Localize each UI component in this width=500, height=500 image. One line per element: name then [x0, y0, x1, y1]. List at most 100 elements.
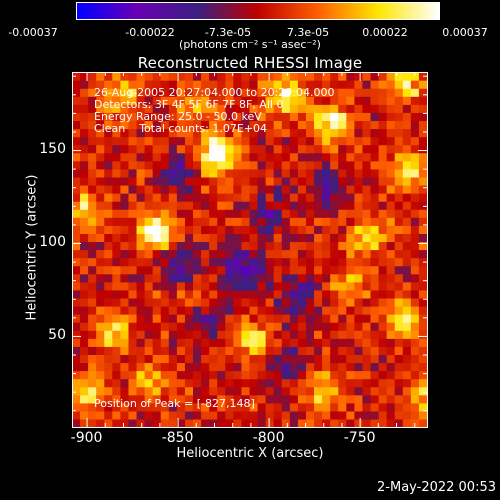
heatmap-cell: [168, 233, 178, 243]
heatmap-cell: [72, 418, 81, 428]
heatmap-cell: [72, 96, 81, 105]
heatmap-cell: [120, 297, 130, 307]
heatmap-cell: [160, 96, 170, 105]
heatmap-cell: [386, 233, 396, 243]
heatmap-cell: [378, 386, 388, 396]
heatmap-cell: [104, 394, 113, 404]
heatmap-cell: [338, 370, 347, 380]
heatmap-cell: [96, 152, 105, 162]
heatmap-cell: [418, 120, 428, 130]
heatmap-cell: [201, 322, 210, 331]
heatmap-cell: [265, 386, 275, 396]
heatmap-cell: [297, 410, 307, 420]
heatmap-cell: [241, 176, 251, 186]
heatmap-cell: [96, 257, 105, 267]
heatmap-cell: [257, 152, 267, 162]
heatmap-cell: [346, 80, 355, 89]
heatmap-cell: [305, 338, 315, 347]
heatmap-cell: [152, 72, 162, 81]
heatmap-cell: [273, 96, 283, 105]
heatmap-cell: [104, 289, 113, 299]
heatmap-cell: [346, 378, 355, 388]
heatmap-cell: [418, 289, 428, 299]
heatmap-cell: [168, 362, 178, 372]
heatmap-cell: [297, 378, 307, 388]
heatmap-cell: [346, 160, 355, 170]
heatmap-cell: [346, 394, 355, 404]
heatmap-cell: [305, 241, 315, 251]
heatmap-cell: [120, 314, 130, 323]
heatmap-cell: [144, 273, 154, 283]
heatmap-cell: [402, 305, 412, 315]
heatmap-cell: [394, 201, 404, 210]
heatmap-cell: [378, 72, 388, 81]
heatmap-cell: [104, 257, 113, 267]
heatmap-cell: [346, 273, 355, 283]
colorbar-tick-2: -0.00022: [125, 26, 175, 39]
heatmap-cell: [233, 322, 243, 331]
heatmap-cell: [201, 80, 210, 89]
heatmap-cell: [209, 314, 218, 323]
heatmap-cell: [72, 176, 81, 186]
heatmap-cell: [128, 96, 138, 105]
heatmap-cell: [378, 354, 388, 364]
heatmap-cell: [217, 346, 226, 355]
heatmap-cell: [338, 338, 347, 347]
heatmap-cell: [322, 249, 331, 259]
heatmap-cell: [330, 410, 339, 420]
heatmap-cell: [378, 338, 388, 347]
heatmap-cell: [80, 297, 89, 307]
heatmap-cell: [362, 322, 372, 331]
heatmap-cell: [265, 144, 275, 154]
heatmap-cell: [193, 144, 202, 154]
heatmap-cell: [265, 225, 275, 234]
heatmap-cell: [289, 281, 299, 291]
heatmap-cell: [193, 104, 202, 113]
heatmap-cell: [354, 402, 364, 412]
heatmap-cell: [104, 370, 113, 380]
heatmap-cell: [418, 338, 428, 347]
heatmap-cell: [184, 217, 194, 226]
heatmap-cell: [418, 418, 428, 428]
heatmap-cell: [354, 225, 364, 234]
heatmap-cell: [378, 394, 388, 404]
heatmap-cell: [410, 184, 420, 194]
heatmap-cell: [136, 72, 146, 81]
heatmap-cell: [305, 322, 315, 331]
y-axis-title: Heliocentric Y (arcsec): [24, 174, 40, 321]
heatmap-cell: [402, 112, 412, 122]
heatmap-cell: [209, 346, 218, 355]
heatmap-cell: [217, 297, 226, 307]
heatmap-cell: [289, 201, 299, 210]
heatmap-cell: [257, 289, 267, 299]
heatmap-cell: [346, 201, 355, 210]
heatmap-cell: [354, 209, 364, 218]
heatmap-cell: [386, 112, 396, 122]
heatmap-cell: [305, 184, 315, 194]
heatmap-cell: [378, 120, 388, 130]
heatmap-cell: [104, 265, 113, 275]
heatmap-cell: [152, 338, 162, 347]
heatmap-cell: [322, 289, 331, 299]
heatmap-cell: [104, 152, 113, 162]
heatmap-cell: [410, 273, 420, 283]
heatmap-cell: [217, 265, 226, 275]
heatmap-cell: [112, 193, 122, 202]
heatmap-cell: [80, 217, 89, 226]
heatmap-cell: [88, 418, 97, 428]
heatmap-cell: [225, 265, 234, 275]
heatmap-cell: [80, 184, 89, 194]
heatmap-cell: [144, 184, 154, 194]
heatmap-cell: [305, 104, 315, 113]
heatmap-cell: [88, 168, 97, 178]
heatmap-cell: [297, 305, 307, 315]
heatmap-cell: [152, 144, 162, 154]
heatmap-cell: [241, 305, 251, 315]
heatmap-cell: [257, 394, 267, 404]
heatmap-cell: [184, 394, 194, 404]
heatmap-cell: [305, 418, 315, 428]
heatmap-cell: [144, 297, 154, 307]
heatmap-cell: [160, 257, 170, 267]
heatmap-cell: [152, 322, 162, 331]
heatmap-cell: [418, 297, 428, 307]
